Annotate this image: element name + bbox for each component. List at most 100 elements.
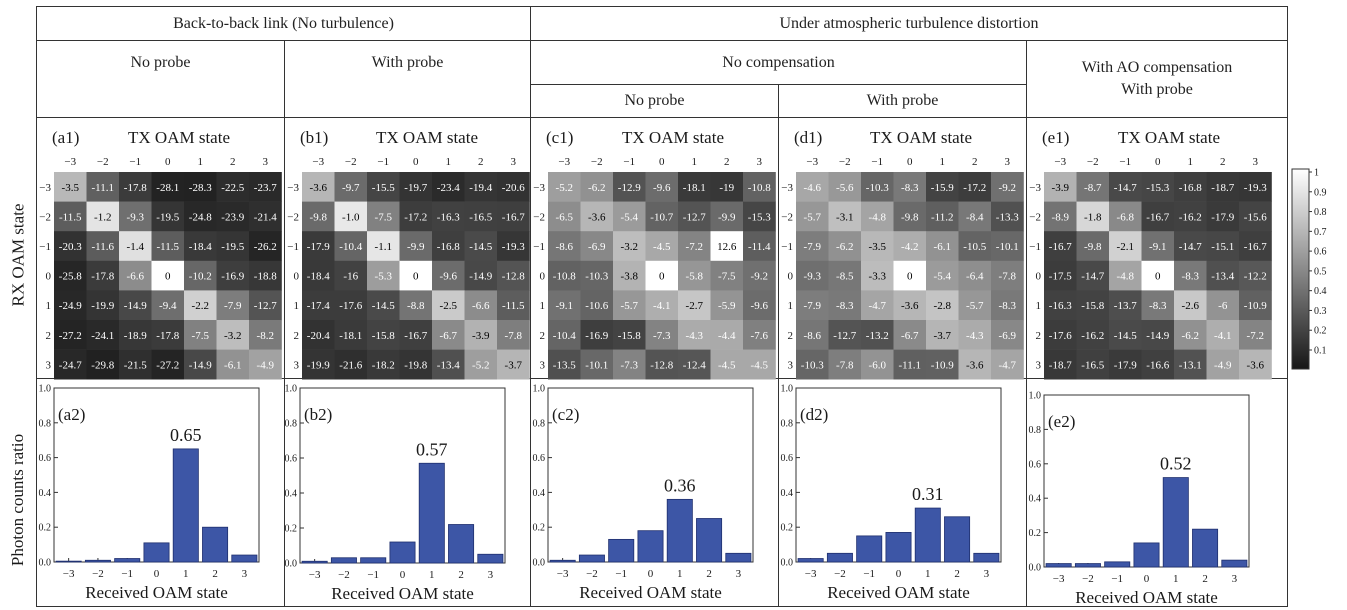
heatmap-cell-value: -7.9	[804, 300, 822, 312]
heatmap-cell-value: -11.5	[502, 300, 525, 312]
bar-y-tick-label: 0.4	[533, 488, 546, 499]
heatmap-cell	[613, 172, 646, 202]
heatmap-cell	[432, 201, 465, 232]
bar-panel-label: (c2)	[552, 405, 579, 424]
heatmap-cell	[893, 172, 927, 202]
colorbar-tick-label: 0.9	[1314, 187, 1327, 198]
heatmap-cell	[548, 349, 581, 380]
bar	[797, 558, 824, 563]
heatmap-cell-value: -3.2	[224, 330, 241, 342]
header-ao-compensation: With AO compensation With probe	[1027, 41, 1287, 117]
bar	[549, 559, 576, 563]
bar-y-tick-label: 0.4	[1029, 494, 1042, 505]
heatmap-cell-value: -19.9	[91, 300, 114, 312]
heatmap-cell-value: -9.2	[751, 271, 768, 283]
bar-x-tick-label: 0	[400, 569, 406, 581]
heatmap-cell-value: -2.1	[1117, 241, 1134, 253]
bar-x-tick-label: 3	[488, 569, 494, 581]
bar-y-tick-label: 1.0	[1029, 391, 1042, 402]
heatmap-cell	[119, 260, 152, 291]
heatmap-cell-value: -6.9	[999, 330, 1017, 342]
heatmap-cell	[958, 349, 992, 380]
heatmap-cell-value: -10.3	[585, 271, 608, 283]
heatmap-cell-value: -16.7	[1049, 241, 1072, 253]
heatmap-cell	[743, 172, 776, 202]
colorbar-tick-label: 0.4	[1314, 286, 1327, 297]
heatmap-cell	[119, 231, 152, 262]
heatmap-cell-value: -8.7	[1084, 182, 1102, 194]
heatmap-x-tick-label: −3	[64, 156, 76, 168]
bar	[1192, 528, 1219, 568]
heatmap-cell-value: -3.6	[966, 359, 984, 371]
heatmap-cell	[926, 290, 959, 321]
heatmap-cell-value: -19.3	[1244, 182, 1267, 194]
heatmap-cell-value: -20.6	[502, 182, 525, 194]
heatmap-cell	[861, 201, 894, 232]
heatmap-cell	[548, 290, 581, 321]
heatmap-cell	[580, 260, 614, 291]
bar-y-tick-label: 0.4	[39, 488, 52, 499]
bar	[84, 559, 111, 563]
bar	[637, 530, 664, 563]
heatmap-cell	[828, 231, 862, 262]
heatmap-cell	[464, 260, 498, 291]
heatmap-cell	[1076, 231, 1110, 262]
bar	[826, 552, 853, 563]
heatmap-cell-value: 0	[1155, 271, 1161, 283]
heatmap-cell	[958, 260, 992, 291]
heatmap-cell	[216, 320, 250, 350]
heatmap-cell-value: 0	[413, 271, 419, 283]
heatmap-panel-label: (c1)	[546, 128, 573, 147]
heatmap-cell	[249, 349, 282, 380]
bar-y-tick-label: 0.6	[39, 453, 52, 464]
heatmap-cell-value: -15.8	[372, 330, 395, 342]
heatmap-cell	[1044, 231, 1077, 262]
heatmap-cell	[796, 290, 829, 321]
heatmap-cell	[645, 290, 679, 321]
heatmap-cell	[184, 349, 217, 380]
bar-peak-annotation: 0.65	[170, 425, 202, 445]
bar-x-tick-label: 3	[984, 568, 990, 580]
heatmap-cell-value: -8.6	[556, 241, 574, 253]
heatmap-cell	[861, 260, 894, 291]
heatmap-cell-value: -16.5	[1081, 359, 1104, 371]
heatmap-cell	[991, 231, 1024, 262]
heatmap-cell-value: -17.9	[1211, 211, 1234, 223]
heatmap-cell	[497, 172, 530, 202]
heatmap-cell	[1109, 349, 1142, 380]
heatmap-cell-value: -13.5	[553, 359, 576, 371]
heatmap-cell-value: -29.8	[91, 359, 114, 371]
heatmap-cell-value: -12.8	[650, 359, 673, 371]
heatmap-cell-value: -16.6	[1146, 359, 1169, 371]
header-no-probe: No probe	[130, 54, 191, 71]
heatmap-y-tick-label: −2	[533, 211, 545, 223]
heatmap-cell	[184, 320, 217, 350]
heatmap-cell-value: -14.9	[189, 359, 212, 371]
heatmap-cell-value: -12.4	[683, 359, 706, 371]
heatmap-cell-value: -9.9	[718, 211, 736, 223]
heatmap-cell-value: -6.9	[588, 241, 606, 253]
bar	[360, 557, 387, 564]
heatmap-cell-value: -9.8	[1084, 241, 1102, 253]
heatmap-cell-value: -4.9	[257, 359, 275, 371]
bar-y-tick-label: 0.6	[285, 454, 298, 465]
heatmap-x-tick-label: −2	[591, 156, 603, 168]
heatmap-cell	[796, 231, 829, 262]
bar-x-tick-label: 2	[954, 568, 960, 580]
heatmap-cell-value: -21.4	[254, 211, 277, 223]
heatmap-y-tick-label: −3	[287, 182, 299, 194]
heatmap-cell	[1239, 260, 1272, 291]
bar-y-tick-label: 0.2	[1029, 528, 1042, 539]
bar	[885, 532, 912, 563]
heatmap-cell	[580, 172, 614, 202]
heatmap-y-tick-label: 0	[540, 271, 546, 283]
heatmap-cell	[1206, 290, 1240, 321]
heatmap-y-tick-label: −3	[533, 182, 545, 194]
heatmap-cell-value: 0	[659, 271, 665, 283]
heatmap-cell-value: -3.5	[62, 182, 80, 194]
heatmap-cell-value: -7.2	[1247, 330, 1264, 342]
heatmap-cell-value: -2.2	[192, 300, 209, 312]
bar-y-tick-label: 1.0	[285, 384, 298, 395]
heatmap-x-tick-label: 2	[230, 156, 236, 168]
heatmap-cell	[399, 349, 433, 380]
